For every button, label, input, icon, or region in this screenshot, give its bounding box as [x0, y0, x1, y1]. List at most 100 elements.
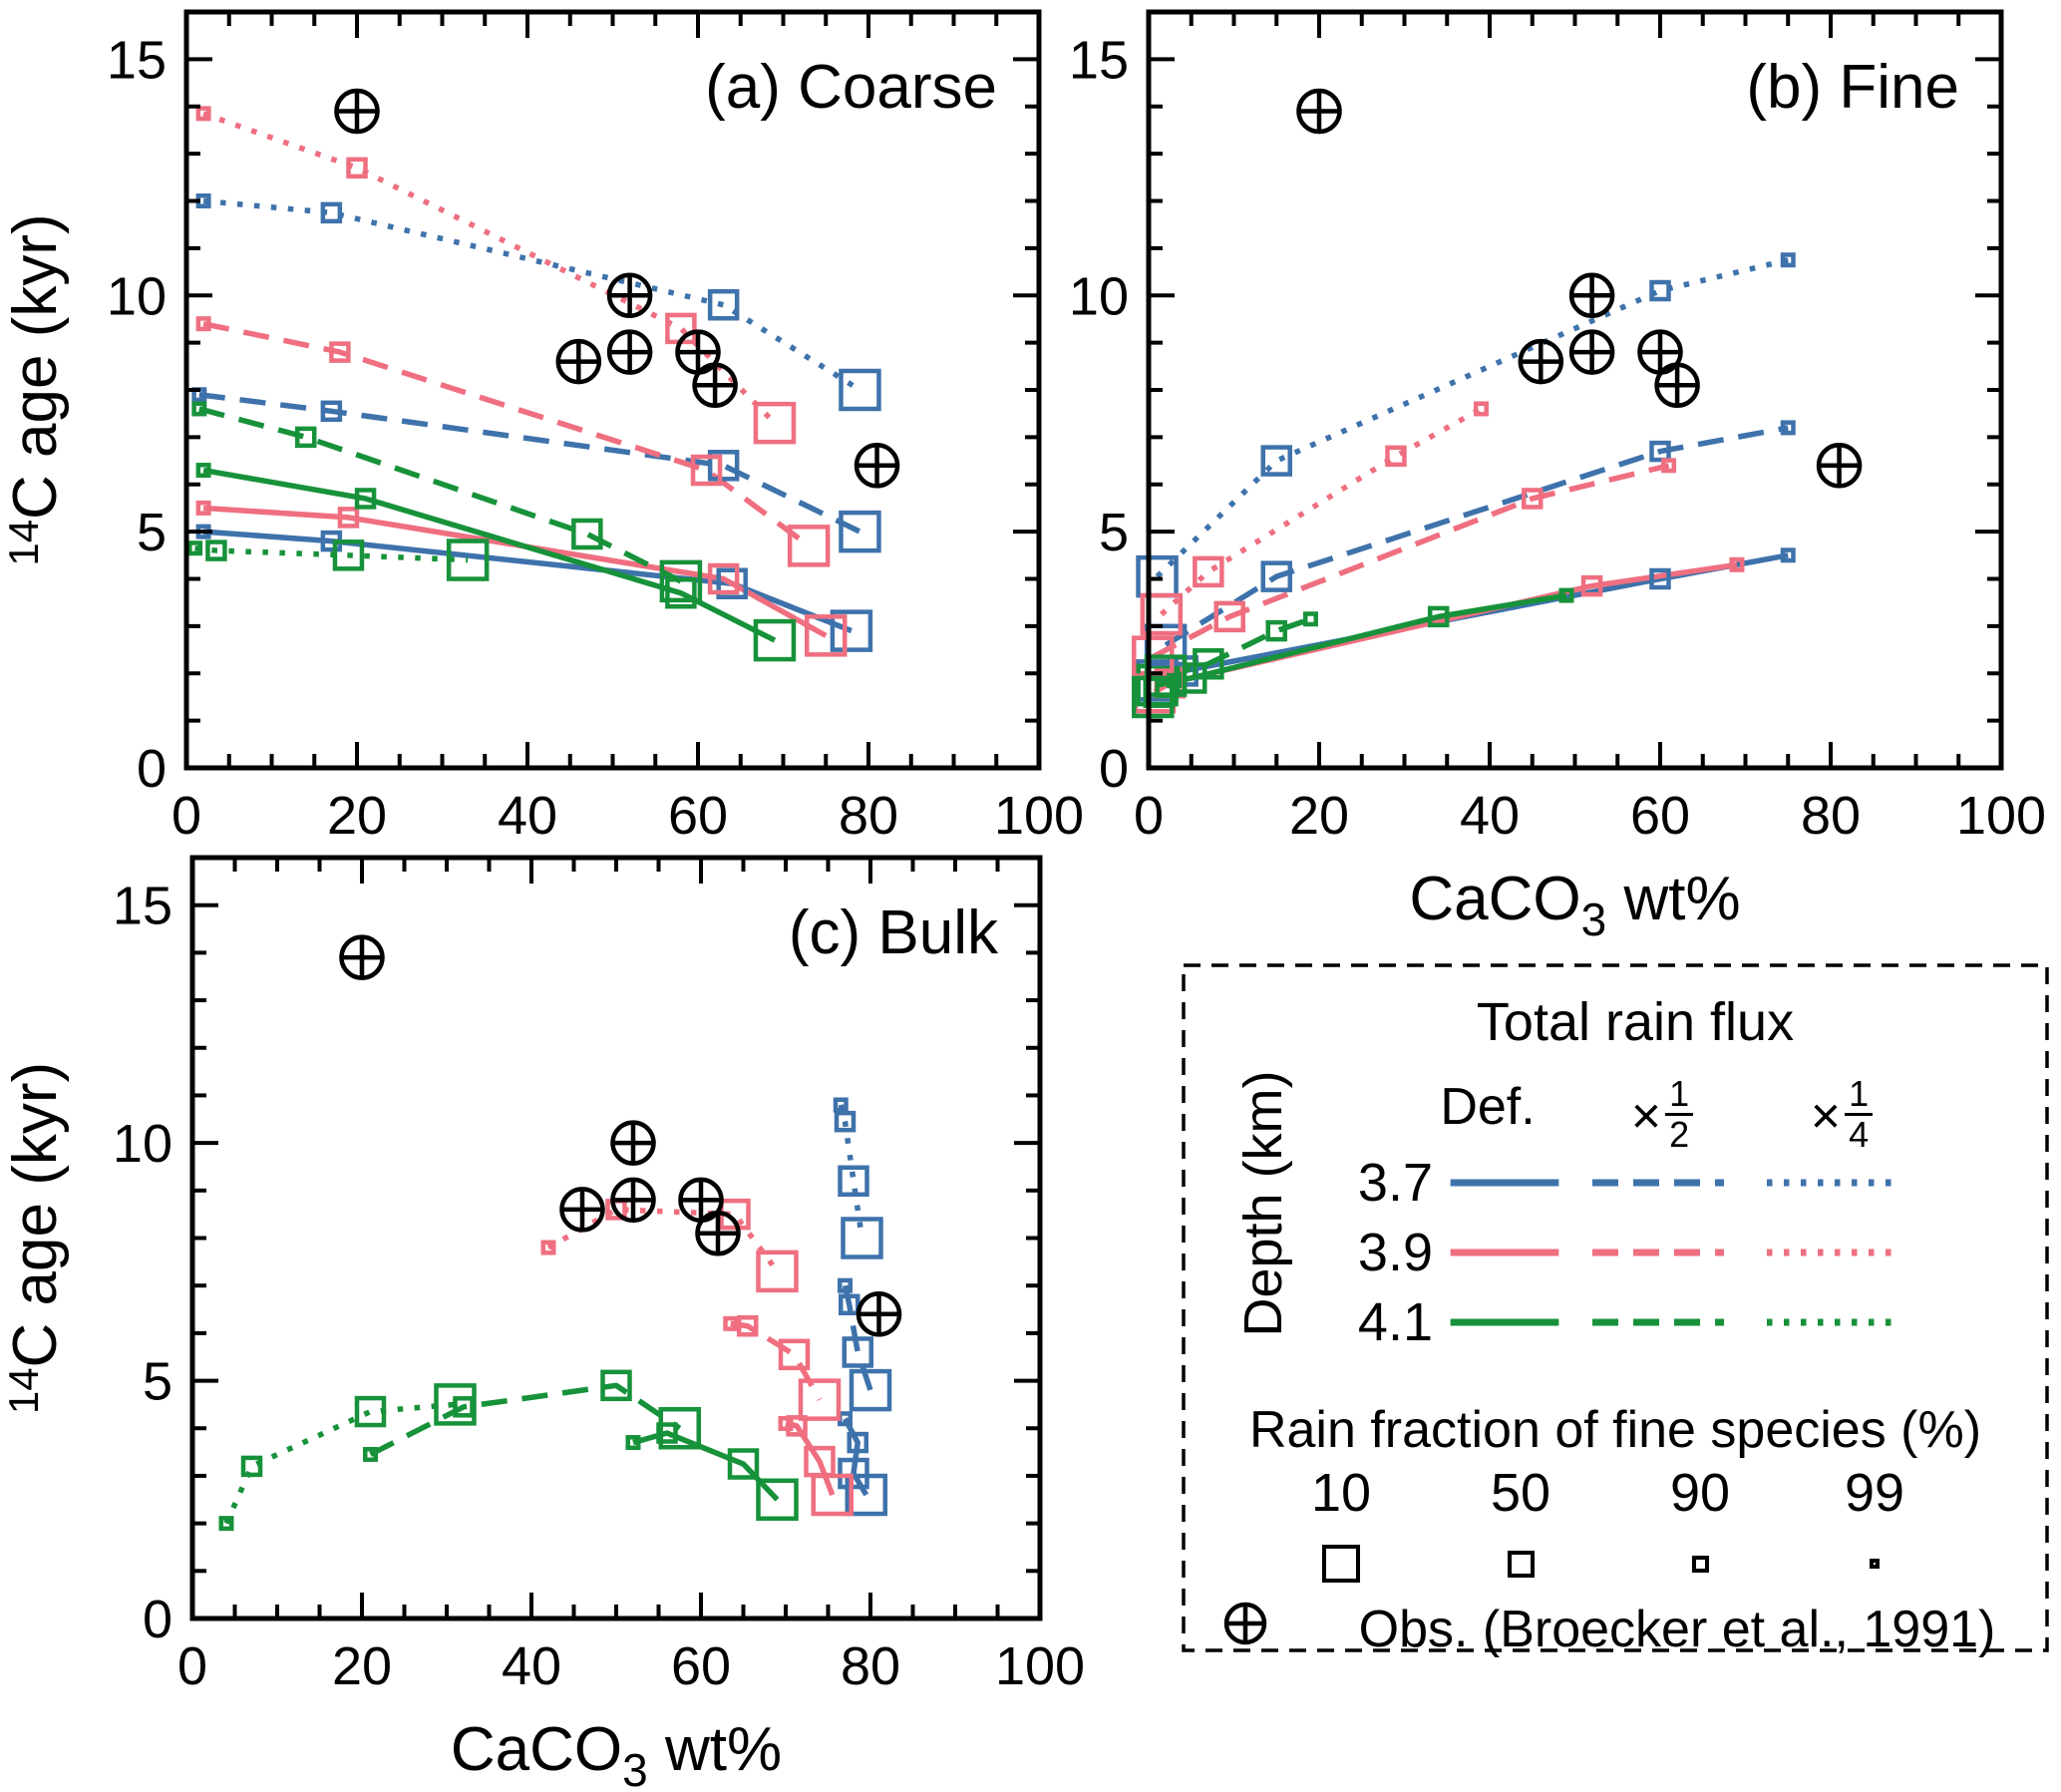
series-line-4.1km-dashed	[1165, 616, 1312, 679]
marker-square-3.7km-dotted-frac10	[841, 1217, 883, 1259]
series-line-3.7km-solid	[202, 529, 853, 634]
panel-a: 0 20 40 60 80 100 0 5 10 15 (a) Coarse 14C age (kyr…	[0, 9, 1084, 846]
legend-row-depth-4.1: 4.1	[1184, 1291, 2047, 1353]
y-tick-label: 0	[143, 1590, 172, 1649]
series-line-3.7km-dotted	[1155, 257, 1789, 579]
line-sample-dotted-3.7	[1767, 1179, 1898, 1187]
marker-square-4.1km-dashed-frac99	[1302, 611, 1318, 627]
marker-square-3.9km-dotted-frac90	[1385, 445, 1407, 468]
marker-square-4.1km-solid-frac99	[625, 1435, 641, 1451]
marker-square-4.1km-dashed-frac50	[571, 518, 603, 550]
marker-square-4.1km-dashed-frac90	[1265, 619, 1287, 642]
series-line-3.7km-dashed	[1164, 425, 1789, 648]
marker-square-3.9km-dotted-frac10	[1140, 592, 1184, 636]
series-line-3.9km-solid	[1153, 561, 1738, 695]
depth-value: 4.1	[1357, 1292, 1433, 1352]
marker-square-3.7km-solid-frac99	[1780, 547, 1796, 563]
marker-square-4.1km-solid-frac50	[665, 576, 697, 609]
series-line-3.9km-dotted	[202, 111, 777, 426]
marker-square-3.7km-dotted-frac50	[1260, 445, 1292, 477]
marker-square-3.9km-dashed-frac10	[787, 525, 831, 567]
marker-square-3.7km-dotted-frac99	[833, 1097, 849, 1113]
y-tick-label: 5	[143, 1352, 172, 1412]
marker-square-3.9km-solid-frac10	[805, 614, 848, 657]
x-tick-label: 0	[1134, 786, 1164, 846]
x-tick-label: 20	[332, 1636, 392, 1696]
panel-c: 0 20 40 60 80 100 0 5 10 15 (c) Bulk 14C age (kyr) C…	[0, 855, 1085, 1792]
marker-size-sample-90	[1691, 1555, 1709, 1573]
obs-point	[555, 338, 602, 385]
series-line-3.7km-dotted	[202, 197, 861, 393]
line-sample-solid-3.7	[1450, 1179, 1559, 1187]
y-tick-label: 10	[1069, 266, 1129, 326]
x-tick-label: 60	[1630, 786, 1690, 846]
obs-point	[1568, 272, 1615, 318]
marker-square-3.9km-dotted-frac10	[756, 1250, 799, 1293]
marker-square-3.7km-dashed-frac90	[839, 1293, 860, 1316]
marker-square-3.7km-dotted-frac50	[707, 288, 740, 321]
x-tick-label: 20	[327, 786, 387, 846]
series-line-3.9km-dashed	[1152, 463, 1670, 660]
marker-square-3.9km-dashed-frac50	[778, 1338, 811, 1371]
line-sample-dotted-3.9	[1767, 1249, 1898, 1256]
obs-point	[1654, 362, 1700, 409]
legend-border	[1182, 963, 2049, 1652]
x-axis-label: CaCO3 wt%	[1409, 865, 1740, 945]
line-sample-dashed-4.1	[1592, 1318, 1724, 1326]
marker-square-3.9km-solid-frac50	[707, 562, 740, 595]
x-tick-label: 40	[502, 1636, 561, 1696]
obs-point	[1568, 329, 1615, 375]
marker-square-3.7km-dashed-frac90	[320, 400, 343, 423]
marker-square-3.9km-solid-frac99	[195, 500, 211, 516]
marker-square-4.1km-dashed-frac50	[600, 1369, 632, 1402]
marker-square-4.1km-dotted-frac10	[434, 1383, 477, 1426]
x-tick-label: 100	[994, 786, 1084, 846]
y-tick-label: 0	[137, 739, 167, 799]
marker-square-3.7km-dashed-frac10	[849, 1368, 892, 1412]
obs-point	[606, 272, 653, 318]
marker-square-3.9km-dotted-frac99	[540, 1240, 556, 1255]
x-tick-label: 80	[1801, 786, 1861, 846]
x-tick-label: 20	[1289, 786, 1349, 846]
x-tick-label: 40	[498, 786, 557, 846]
fraction-value-10: 10	[1310, 1463, 1372, 1523]
series-line-3.7km-dashed	[198, 392, 861, 535]
legend-obs-label: Obs. (Broecker et al., 1991)	[1358, 1601, 1996, 1658]
x-axis-label: CaCO3 wt%	[451, 1715, 782, 1792]
panel-b: 0 20 40 60 80 100 0 5 10 15 (b) Fine CaCO3 wt%	[1069, 9, 2046, 945]
marker-square-3.9km-solid-frac99	[1729, 556, 1745, 572]
marker-square-3.9km-dashed-frac10	[798, 1378, 842, 1421]
obs-point	[856, 1291, 902, 1337]
x-tick-label: 60	[668, 786, 728, 846]
marker-square-3.7km-dotted-frac10	[839, 368, 881, 412]
obs-symbol-icon	[1223, 1602, 1267, 1645]
x-tick-label: 0	[172, 786, 201, 846]
marker-square-3.9km-dashed-frac99	[195, 316, 211, 332]
legend-column-quarter: × 1 4	[1778, 1075, 1905, 1156]
legend-column-default: Def.	[1440, 1078, 1536, 1136]
obs-point	[339, 934, 385, 980]
marker-square-4.1km-solid-frac10	[756, 1478, 799, 1522]
marker-square-4.1km-dotted-frac50	[354, 1395, 387, 1428]
marker-square-3.7km-dashed-frac10	[839, 510, 881, 553]
times-sign: ×	[1630, 1087, 1662, 1146]
y-tick-label: 10	[107, 266, 167, 326]
legend-row-depth-3.7: 3.7	[1184, 1152, 2047, 1214]
marker-square-3.7km-dotted-frac99	[1780, 252, 1796, 268]
obs-point	[692, 362, 738, 409]
marker-square-4.1km-solid-frac10	[753, 618, 797, 662]
marker-square-3.7km-dotted-frac90	[834, 1110, 857, 1133]
marker-square-4.1km-dashed-frac10	[659, 559, 703, 603]
marker-square-3.7km-dashed-frac50	[842, 1336, 873, 1368]
y-tick-label: 5	[1099, 503, 1129, 562]
line-sample-solid-4.1	[1450, 1318, 1559, 1326]
marker-square-4.1km-solid-frac90	[354, 488, 377, 510]
y-tick-label: 0	[1099, 739, 1129, 799]
marker-square-3.7km-dotted-frac50	[838, 1165, 869, 1198]
x-tick-label: 0	[177, 1636, 207, 1696]
marker-square-4.1km-dotted-frac99	[1167, 672, 1183, 688]
marker-square-3.7km-solid-frac90	[1649, 567, 1671, 590]
